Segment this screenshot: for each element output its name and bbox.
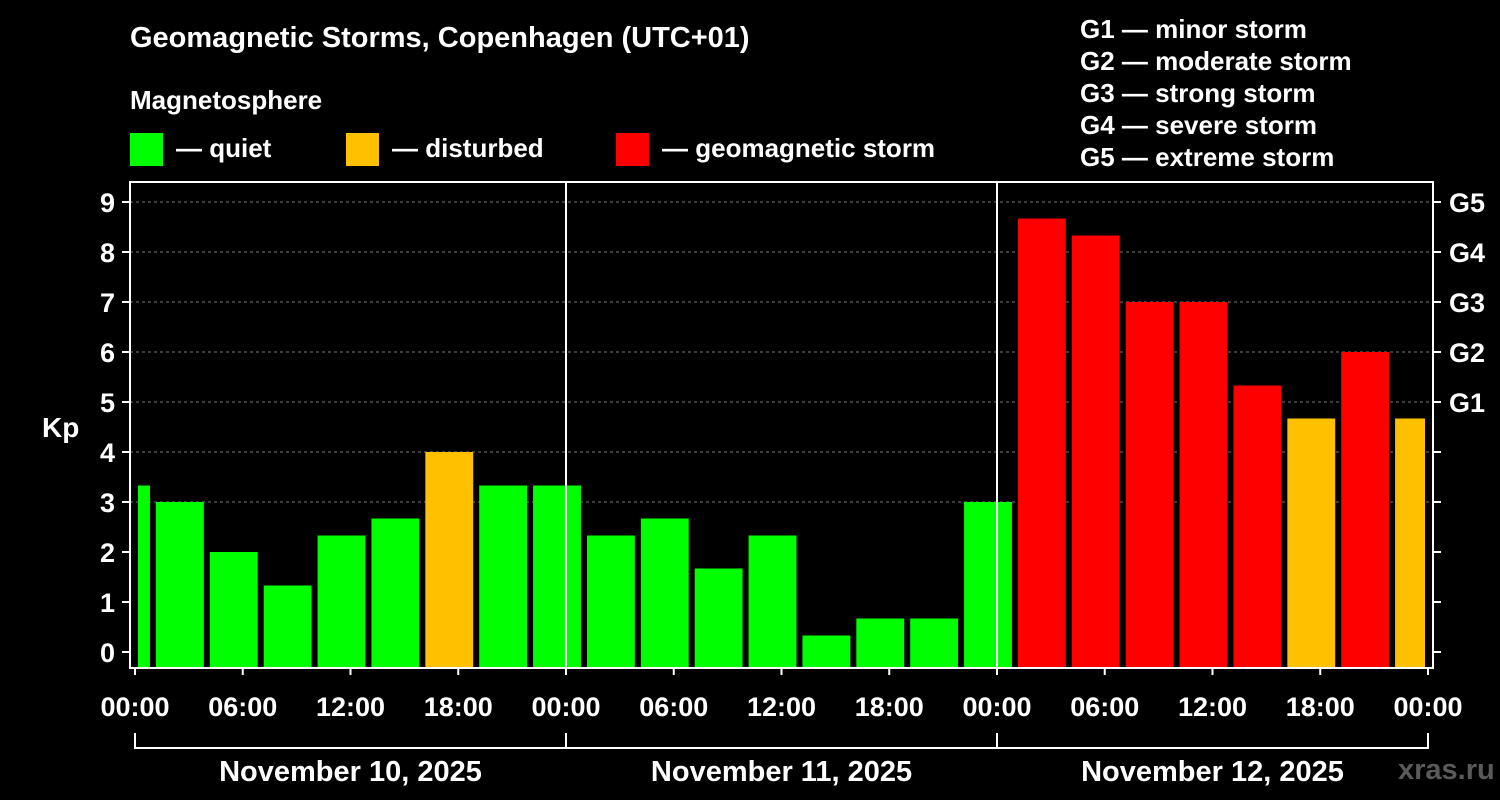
watermark: xras.ru <box>1398 754 1495 786</box>
y-tick-label-2: 2 <box>100 538 115 568</box>
legend-label-disturbed: — disturbed <box>392 133 544 163</box>
magnetosphere-heading: Magnetosphere <box>130 85 323 115</box>
kp-bar-5 <box>371 518 420 668</box>
storm-level-g5: G5 — extreme storm <box>1080 142 1335 172</box>
x-tick-label-6: 12:00 <box>747 692 816 722</box>
g-label-g2: G2 <box>1449 338 1485 368</box>
y-tick-label-8: 8 <box>100 238 115 268</box>
y-tick-label-5: 5 <box>100 388 115 418</box>
kp-bar-21 <box>1233 385 1282 668</box>
kp-bar-23 <box>1341 352 1390 668</box>
x-tick-label-9: 06:00 <box>1070 692 1139 722</box>
x-tick-label-3: 18:00 <box>424 692 493 722</box>
legend-swatch-disturbed <box>346 133 379 166</box>
storm-level-g3: G3 — strong storm <box>1080 78 1316 108</box>
y-tick-label-3: 3 <box>100 488 115 518</box>
storm-level-g4: G4 — severe storm <box>1080 110 1318 140</box>
x-tick-label-12: 00:00 <box>1393 692 1462 722</box>
kp-bar-22 <box>1287 418 1336 668</box>
legend-label-storm: — geomagnetic storm <box>662 133 936 163</box>
kp-bar-1 <box>155 502 204 668</box>
x-tick-label-7: 18:00 <box>855 692 924 722</box>
chart-title: Geomagnetic Storms, Copenhagen (UTC+01) <box>130 22 750 54</box>
storm-level-g1: G1 — minor storm <box>1080 14 1307 44</box>
legend-swatch-storm <box>616 133 649 166</box>
kp-bar-17 <box>1017 218 1066 668</box>
x-tick-label-0: 00:00 <box>100 692 169 722</box>
y-tick-label-6: 6 <box>100 338 115 368</box>
date-label-0: November 10, 2025 <box>219 756 482 788</box>
kp-bar-13 <box>802 635 851 668</box>
y-tick-label-9: 9 <box>100 188 115 218</box>
kp-bar-20 <box>1179 302 1228 668</box>
x-tick-label-8: 00:00 <box>962 692 1031 722</box>
kp-bar-12 <box>748 535 797 668</box>
x-tick-label-2: 12:00 <box>316 692 385 722</box>
g-label-g1: G1 <box>1449 388 1485 418</box>
g-label-g3: G3 <box>1449 288 1485 318</box>
kp-bar-15 <box>910 618 959 668</box>
y-tick-label-7: 7 <box>100 288 115 318</box>
legend-label-quiet: — quiet <box>176 133 272 163</box>
y-tick-label-4: 4 <box>100 438 115 468</box>
g-label-g4: G4 <box>1449 238 1485 268</box>
y-tick-label-1: 1 <box>100 588 115 618</box>
kp-bar-9 <box>586 535 635 668</box>
kp-bar-7 <box>479 485 528 668</box>
x-tick-label-10: 12:00 <box>1178 692 1247 722</box>
kp-bar-16 <box>964 502 1012 668</box>
kp-bar-4 <box>317 535 366 668</box>
kp-bar-3 <box>263 585 312 668</box>
kp-bar-18 <box>1071 235 1120 668</box>
storm-level-list: G1 — minor storm G2 — moderate storm G3 … <box>1080 13 1352 173</box>
kp-bar-24 <box>1395 418 1425 668</box>
kp-bar-2 <box>209 552 258 668</box>
date-label-1: November 11, 2025 <box>651 756 912 788</box>
x-tick-label-1: 06:00 <box>208 692 277 722</box>
kp-bar-6 <box>425 452 474 668</box>
x-tick-label-4: 00:00 <box>531 692 600 722</box>
kp-bar-19 <box>1125 302 1174 668</box>
kp-bar-11 <box>694 568 743 668</box>
kp-bar-10 <box>640 518 689 668</box>
date-label-2: November 12, 2025 <box>1081 756 1344 788</box>
g-label-g5: G5 <box>1449 188 1485 218</box>
y-axis-label: Kp <box>42 412 80 443</box>
x-tick-label-11: 18:00 <box>1286 692 1355 722</box>
storm-level-g2: G2 — moderate storm <box>1080 46 1352 76</box>
x-tick-label-5: 06:00 <box>639 692 708 722</box>
kp-bar-8 <box>533 485 581 668</box>
kp-bar-14 <box>856 618 905 668</box>
y-tick-label-0: 0 <box>100 638 115 668</box>
kp-bar-0 <box>138 485 150 668</box>
legend-swatch-quiet <box>130 133 163 166</box>
